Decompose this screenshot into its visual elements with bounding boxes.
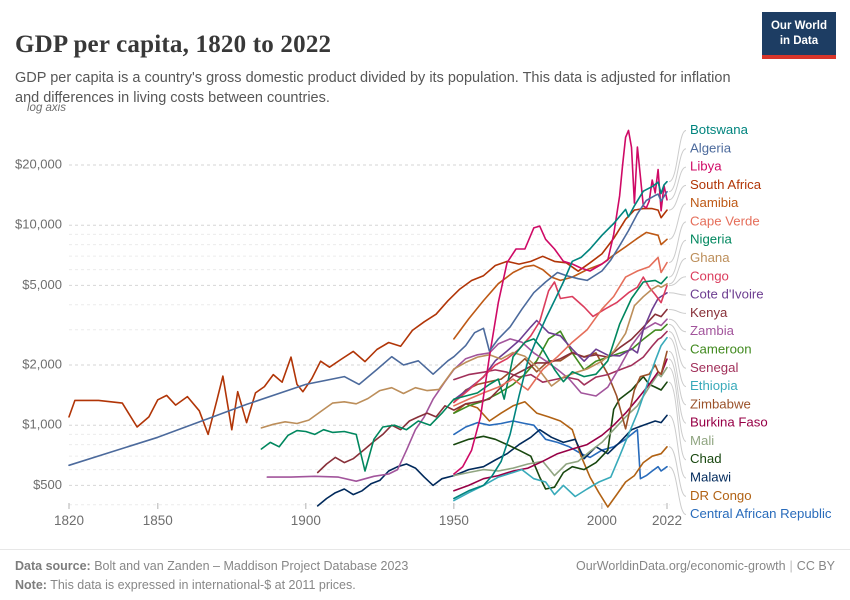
legend-label-ethiopia[interactable]: Ethiopia — [690, 378, 738, 393]
footer-source-label: Data source: — [15, 559, 91, 573]
series-line-ghana[interactable] — [260, 283, 668, 429]
legend-connector-libya — [668, 166, 687, 201]
legend-connector-cameroon — [668, 323, 687, 351]
legend-label-south-africa[interactable]: South Africa — [690, 177, 762, 192]
footer-note-label: Note: — [15, 578, 47, 592]
series-line-chad[interactable] — [453, 375, 668, 490]
y-axis-tick-label: $1,000 — [22, 417, 62, 432]
series-line-burkina-faso[interactable] — [453, 358, 668, 492]
footer-license[interactable]: CC BY — [796, 559, 835, 573]
x-axis-tick-label: 1820 — [54, 513, 84, 528]
legend-label-senegal[interactable]: Senegal — [690, 360, 738, 375]
owid-logo[interactable]: Our World in Data — [761, 12, 836, 59]
series-line-mali[interactable] — [453, 366, 668, 477]
legend-connector-south-africa — [668, 184, 687, 211]
legend-label-dr-congo[interactable]: DR Congo — [690, 488, 752, 503]
x-axis-tick-label: 2022 — [652, 513, 682, 528]
series-line-congo[interactable] — [453, 276, 668, 404]
legend-connector-malawi — [668, 414, 687, 479]
footer-source-text: Bolt and van Zanden – Maddison Project D… — [90, 559, 409, 573]
legend-label-ghana[interactable]: Ghana — [690, 250, 730, 265]
footer-source: Data source: Bolt and van Zanden – Maddi… — [15, 559, 835, 573]
legend-label-burkina-faso[interactable]: Burkina Faso — [690, 415, 768, 430]
legend-label-mali[interactable]: Mali — [690, 433, 714, 448]
legend-connector-chad — [668, 381, 687, 461]
series-line-cote-d-ivoire[interactable] — [453, 292, 668, 401]
legend-label-malawi[interactable]: Malawi — [690, 469, 731, 484]
owid-logo-line2: in Data — [779, 34, 819, 47]
footer-attribution: OurWorldinData.org/economic-growth | CC BY — [576, 559, 835, 573]
legend-label-congo[interactable]: Congo — [690, 268, 729, 283]
legend-label-cape-verde[interactable]: Cape Verde — [690, 213, 760, 228]
legend-connector-cote-d-ivoire — [668, 292, 687, 296]
x-axis-tick-label: 1850 — [143, 513, 173, 528]
chart-footer: Data source: Bolt and van Zanden – Maddi… — [0, 549, 850, 600]
footer-url[interactable]: OurWorldinData.org/economic-growth — [575, 559, 786, 573]
legend-connector-namibia — [668, 203, 687, 240]
series-line-libya[interactable] — [453, 129, 668, 475]
legend-connector-congo — [668, 276, 687, 287]
legend-label-nigeria[interactable]: Nigeria — [690, 232, 732, 247]
x-axis-tick-label: 1900 — [291, 513, 321, 528]
series-line-cape-verde[interactable] — [453, 256, 668, 407]
legend-connector-botswana — [668, 130, 687, 183]
legend-label-central-african-republic[interactable]: Central African Republic — [690, 506, 832, 521]
y-axis-tick-label: $20,000 — [15, 156, 62, 171]
owid-logo-line1: Our World — [770, 20, 827, 32]
legend-label-zimbabwe[interactable]: Zimbabwe — [690, 396, 751, 411]
legend-connector-burkina-faso — [668, 358, 687, 424]
series-line-algeria[interactable] — [68, 190, 668, 467]
chart-subtitle: GDP per capita is a country's gross dome… — [15, 69, 731, 107]
page-title: GDP per capita, 1820 to 2022 — [15, 30, 332, 58]
legend-label-kenya[interactable]: Kenya — [690, 305, 728, 320]
series-line-south-africa[interactable] — [68, 207, 668, 436]
series-line-nigeria[interactable] — [260, 276, 668, 472]
legend-connector-zambia — [668, 318, 687, 333]
series-line-senegal[interactable] — [453, 330, 668, 386]
legend-connector-central-african-republic — [668, 466, 687, 516]
legend-label-botswana[interactable]: Botswana — [690, 122, 749, 137]
legend-connector-senegal — [668, 331, 687, 369]
y-axis-tick-label: $5,000 — [22, 277, 62, 292]
legend-label-algeria[interactable]: Algeria — [690, 140, 732, 155]
legend-connector-cape-verde — [668, 221, 687, 264]
legend-connector-dr-congo — [668, 446, 687, 497]
legend-label-zambia[interactable]: Zambia — [690, 323, 735, 338]
legend-label-chad[interactable]: Chad — [690, 451, 722, 466]
series-line-malawi[interactable] — [316, 414, 668, 507]
legend-connector-ghana — [668, 258, 687, 285]
y-axis-tick-label: $10,000 — [15, 217, 62, 232]
series-line-botswana[interactable] — [453, 180, 668, 500]
footer-note-text: This data is expressed in international-… — [46, 578, 356, 592]
legend-connector-algeria — [668, 148, 687, 193]
legend-connector-zimbabwe — [668, 350, 687, 406]
series-line-ethiopia[interactable] — [453, 336, 668, 502]
x-axis-tick-label: 1950 — [439, 513, 469, 528]
x-axis-tick-label: 2000 — [587, 513, 617, 528]
footer-note: Note: This data is expressed in internat… — [15, 578, 835, 592]
legend-label-cote-d-ivoire[interactable]: Cote d'Ivoire — [690, 287, 764, 302]
y-axis-tick-label: $2,000 — [22, 356, 62, 371]
footer-divider: | — [789, 559, 793, 573]
legend-connector-ethiopia — [668, 337, 687, 388]
legend-label-namibia[interactable]: Namibia — [690, 195, 739, 210]
series-line-namibia[interactable] — [453, 231, 668, 340]
log-axis-label: log axis — [27, 102, 66, 114]
legend-label-libya[interactable]: Libya — [690, 159, 722, 174]
legend-label-cameroon[interactable]: Cameroon — [690, 341, 752, 356]
legend-connector-mali — [668, 367, 687, 442]
legend-connector-nigeria — [668, 239, 687, 278]
y-axis-tick-label: $500 — [33, 477, 62, 492]
legend-connector-kenya — [668, 309, 687, 314]
